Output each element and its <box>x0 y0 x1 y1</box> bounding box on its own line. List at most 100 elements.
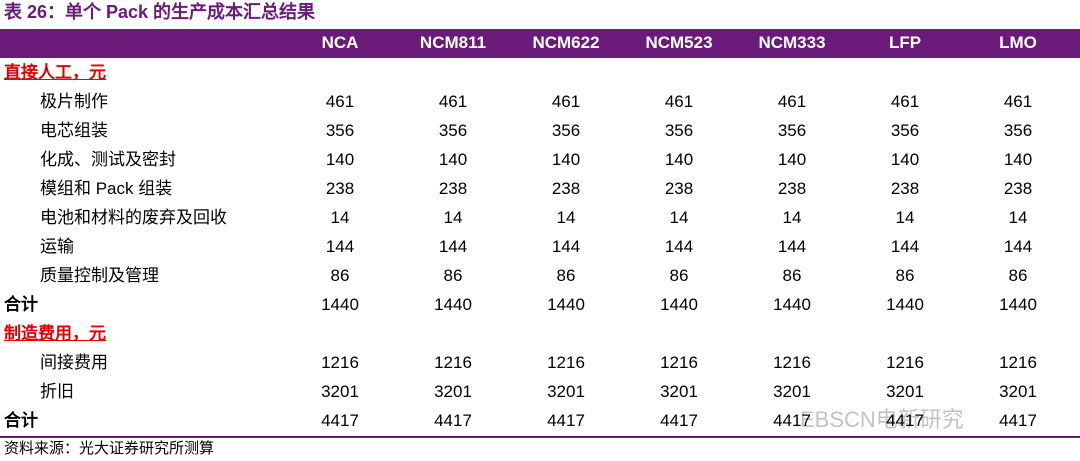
cell: 144 <box>664 237 694 256</box>
cell: 3201 <box>321 382 359 401</box>
column-header: LMO <box>999 33 1037 52</box>
cell: 238 <box>325 179 355 198</box>
bottom-rule <box>0 436 1080 438</box>
row-label: 极片制作 <box>40 92 108 111</box>
header-bar <box>0 29 1080 58</box>
cell: 238 <box>890 179 920 198</box>
cell: 356 <box>438 121 468 140</box>
row-label: 运输 <box>40 237 74 256</box>
total-label: 合计 <box>4 411 38 430</box>
total-cell: 4417 <box>434 411 472 430</box>
cell: 461 <box>664 92 694 111</box>
cell: 3201 <box>547 382 585 401</box>
cell: 140 <box>1003 150 1033 169</box>
cell: 3201 <box>886 382 924 401</box>
cell: 86 <box>443 266 463 285</box>
cell: 238 <box>551 179 581 198</box>
row-label: 折旧 <box>40 382 74 401</box>
cell: 86 <box>330 266 350 285</box>
cell: 3201 <box>773 382 811 401</box>
cell: 461 <box>438 92 468 111</box>
column-header: NCM523 <box>645 33 713 52</box>
title: 表 26：单个 Pack 的生产成本汇总结果 <box>4 2 316 22</box>
cell: 461 <box>551 92 581 111</box>
cell: 238 <box>664 179 694 198</box>
cell: 144 <box>551 237 581 256</box>
cell: 140 <box>551 150 581 169</box>
total-cell: 4417 <box>321 411 359 430</box>
cell: 356 <box>664 121 694 140</box>
cell: 3201 <box>999 382 1037 401</box>
total-cell: 1440 <box>547 295 585 314</box>
cell: 356 <box>777 121 807 140</box>
cell: 86 <box>895 266 915 285</box>
row-label: 电池和材料的废弃及回收 <box>40 208 227 227</box>
cell: 356 <box>890 121 920 140</box>
cell: 140 <box>438 150 468 169</box>
total-cell: 4417 <box>999 411 1037 430</box>
cell: 86 <box>782 266 802 285</box>
cell: 1216 <box>886 353 924 372</box>
total-cell: 4417 <box>773 411 811 430</box>
cell: 14 <box>895 208 915 227</box>
cell: 1216 <box>773 353 811 372</box>
cell: 461 <box>1003 92 1033 111</box>
total-label: 合计 <box>4 295 38 314</box>
total-cell: 4417 <box>547 411 585 430</box>
source: 资料来源：光大证券研究所测算 <box>4 440 215 457</box>
cell: 144 <box>438 237 468 256</box>
row-label: 间接费用 <box>40 353 108 372</box>
watermark: EBSCN电新研究 <box>800 407 964 432</box>
cell: 1216 <box>321 353 359 372</box>
cell: 14 <box>1008 208 1028 227</box>
cell: 356 <box>325 121 355 140</box>
cell: 238 <box>1003 179 1033 198</box>
column-header: LFP <box>888 33 922 52</box>
cell: 3201 <box>434 382 472 401</box>
row-label: 模组和 Pack 组装 <box>40 179 173 198</box>
cell: 14 <box>782 208 802 227</box>
cell: 1216 <box>660 353 698 372</box>
column-header: NCA <box>321 33 359 52</box>
total-cell: 1440 <box>434 295 472 314</box>
cell: 144 <box>1003 237 1033 256</box>
cell: 86 <box>1008 266 1028 285</box>
cell: 140 <box>325 150 355 169</box>
cell: 356 <box>1003 121 1033 140</box>
section-title: 直接人工，元 <box>4 63 106 82</box>
cell: 14 <box>443 208 463 227</box>
total-cell: 1440 <box>321 295 359 314</box>
cell: 140 <box>777 150 807 169</box>
cell: 86 <box>669 266 689 285</box>
total-cell: 1440 <box>660 295 698 314</box>
column-header: NCM811 <box>419 33 487 52</box>
cell: 461 <box>777 92 807 111</box>
cell: 461 <box>325 92 355 111</box>
row-label: 化成、测试及密封 <box>40 150 176 169</box>
cell: 144 <box>777 237 807 256</box>
column-header: NCM622 <box>532 33 600 52</box>
total-cell: 1440 <box>999 295 1037 314</box>
cell: 1216 <box>434 353 472 372</box>
total-cell: 1440 <box>773 295 811 314</box>
cell: 3201 <box>660 382 698 401</box>
column-header: NCM333 <box>758 33 826 52</box>
cell: 140 <box>890 150 920 169</box>
total-cell: 4417 <box>886 411 924 430</box>
total-cell: 1440 <box>886 295 924 314</box>
cell: 1216 <box>547 353 585 372</box>
cell: 144 <box>890 237 920 256</box>
section-title: 制造费用，元 <box>4 324 106 343</box>
cell: 14 <box>669 208 689 227</box>
cell: 14 <box>556 208 576 227</box>
cell: 140 <box>664 150 694 169</box>
row-label: 质量控制及管理 <box>40 266 159 285</box>
total-cell: 4417 <box>660 411 698 430</box>
cell: 356 <box>551 121 581 140</box>
cell: 1216 <box>999 353 1037 372</box>
cell: 461 <box>890 92 920 111</box>
cell: 238 <box>777 179 807 198</box>
cell: 238 <box>438 179 468 198</box>
cell: 86 <box>556 266 576 285</box>
